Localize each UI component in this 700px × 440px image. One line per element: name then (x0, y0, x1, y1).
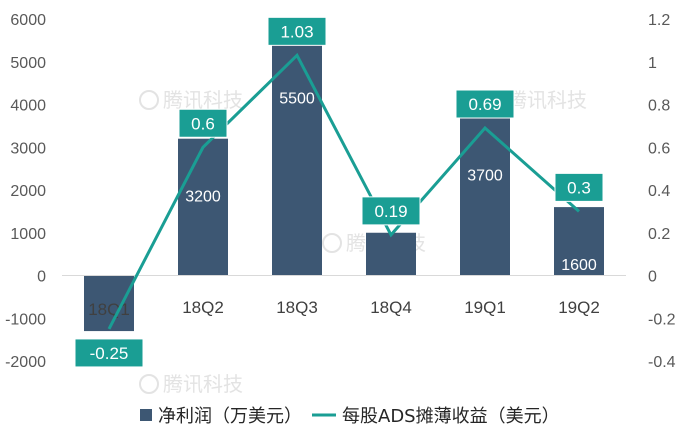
category-label: 18Q4 (370, 298, 412, 317)
right-axis-tick-label: 0.4 (648, 183, 670, 200)
bar (460, 117, 510, 276)
bar-value-label: 1000 (373, 283, 409, 300)
eps-value-label: 0.69 (468, 95, 501, 114)
watermark-top: 腾讯科技 (139, 88, 243, 112)
right-axis-tick-label: 1.2 (648, 12, 670, 29)
watermark-text: 腾讯科技 (163, 372, 243, 396)
category-label: 19Q1 (464, 298, 506, 317)
bar-value-label: 5500 (279, 90, 315, 107)
bar (554, 207, 604, 276)
bar-series (84, 40, 604, 332)
right-axis-tick-label: 0.2 (648, 226, 670, 243)
bar-value-label: 3200 (185, 189, 221, 206)
eps-label-box (74, 338, 144, 368)
left-axis-tick-label: -1000 (5, 311, 46, 328)
right-axis: -0.4 -0.2 0 0.2 0.4 0.6 0.8 1 1.2 (648, 12, 676, 371)
left-axis-tick-label: 6000 (10, 12, 46, 29)
eps-value-label: 0.19 (374, 202, 407, 221)
eps-label-box (361, 196, 421, 226)
watermark-logo-icon (322, 233, 342, 253)
right-axis-tick-label: 0.8 (648, 98, 670, 115)
watermark-text: 腾讯科技 (163, 88, 243, 112)
bar (84, 275, 134, 332)
eps-label-box (178, 108, 228, 138)
legend: 净利润（万美元） 每股ADS摊薄收益（美元） (140, 406, 560, 427)
left-axis-tick-label: 5000 (10, 55, 46, 72)
left-axis-tick-label: 0 (37, 269, 46, 286)
watermark-logo-icon (139, 374, 159, 394)
eps-value-label: 0.3 (567, 178, 591, 197)
eps-value-label: 1.03 (280, 22, 313, 41)
left-axis-tick-label: -2000 (5, 354, 46, 371)
category-axis: 18Q1 18Q2 18Q3 18Q4 19Q1 19Q2 (88, 298, 600, 319)
left-axis-tick-label: 3000 (10, 140, 46, 157)
bar-value-label: 3700 (467, 167, 503, 184)
right-axis-tick-label: -0.2 (648, 311, 676, 328)
bar (178, 138, 228, 276)
bar (366, 232, 416, 276)
watermark-text: 腾讯科技 (507, 88, 587, 112)
right-axis-tick-label: 0 (648, 269, 657, 286)
category-label: 18Q1 (88, 300, 130, 319)
category-label: 18Q2 (182, 298, 224, 317)
eps-label-box (267, 16, 327, 46)
right-axis-tick-label: 0.6 (648, 140, 670, 157)
bar-labels: -1300 3200 5500 1000 3700 1600 (89, 90, 597, 299)
eps-label-box (455, 89, 515, 119)
eps-line (107, 52, 580, 330)
left-axis: -2000 -1000 0 1000 2000 3000 4000 5000 6000 (5, 12, 46, 371)
watermark-bottom: 腾讯科技 (139, 372, 243, 396)
line-series: -0.25 0.6 1.03 0.19 0.69 0.3 (74, 16, 604, 368)
bar-value-label: -1300 (89, 261, 130, 278)
legend-bar-swatch (140, 409, 152, 421)
left-axis-tick-label: 2000 (10, 183, 46, 200)
right-axis-tick-label: -0.4 (648, 354, 676, 371)
left-axis-tick-label: 4000 (10, 98, 46, 115)
right-axis-tick-label: 1 (648, 55, 657, 72)
eps-label-box (554, 172, 604, 202)
left-axis-tick-label: 1000 (10, 226, 46, 243)
legend-line-label: 每股ADS摊薄收益（美元） (342, 406, 560, 427)
category-label: 19Q2 (558, 298, 600, 317)
bar (272, 40, 322, 276)
watermark-logo-icon (139, 90, 159, 110)
legend-bar-label: 净利润（万美元） (158, 406, 302, 427)
bar-value-label: 1600 (561, 257, 597, 274)
eps-value-label: -0.25 (90, 344, 129, 363)
eps-value-label: 0.6 (191, 114, 215, 133)
category-label: 18Q3 (276, 298, 318, 317)
